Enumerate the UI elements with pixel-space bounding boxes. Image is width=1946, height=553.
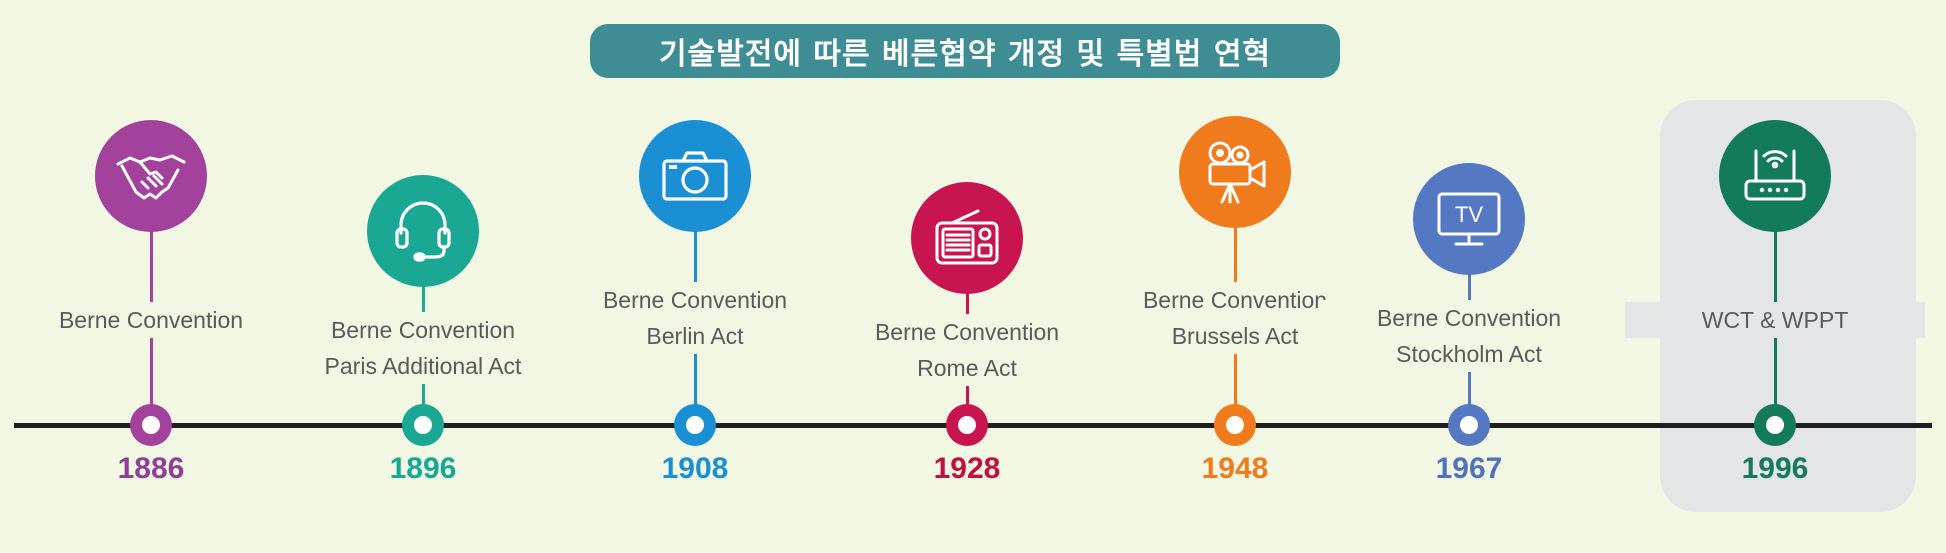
label-line-2: Berlin Act [646,323,744,349]
handshake-icon [95,120,207,232]
milestone-1908: Berne Convention Berlin Act 1908 [545,0,845,553]
camera-icon [639,120,751,232]
year-marker [1754,404,1796,446]
label-line-1: Berne Convention [874,319,1060,345]
milestone-label: Berne Convention Rome Act [817,314,1117,386]
year-label: 1896 [389,452,457,485]
milestone-label: Berne Convention Stockholm Act [1319,300,1619,372]
year-marker [130,404,172,446]
year-marker [402,404,444,446]
label-line-2: Paris Additional Act [324,353,522,379]
label-line-1: Berne Convention [58,307,244,333]
year-marker [674,404,716,446]
milestone-1896: Berne Convention Paris Additional Act 18… [273,0,573,553]
label-line-1: Berne Convention [602,287,788,313]
year-label: 1886 [117,452,185,485]
milestone-label: WCT & WPPT [1625,302,1925,338]
year-label: 1967 [1435,452,1503,485]
milestone-1967: TV Berne Convention Stockholm Act 1967 [1319,0,1619,553]
milestone-label: Berne Convention Berlin Act [545,282,845,354]
year-label: 1928 [933,452,1001,485]
milestone-1928: Berne Convention Rome Act 1928 [817,0,1117,553]
year-label: 1948 [1201,452,1269,485]
milestone-1996: WCT & WPPT 1996 [1625,0,1925,553]
milestone-1886: Berne Convention 1886 [1,0,301,553]
tv-icon: TV [1413,163,1525,275]
label-line-2: Rome Act [917,355,1017,381]
film-projector-icon [1179,116,1291,228]
label-line-1: Berne Convention [1142,287,1328,313]
label-line-1: Berne Convention [330,317,516,343]
milestone-1948: Berne Convention Brussels Act 1948 [1085,0,1385,553]
year-marker [1448,404,1490,446]
year-label: 1908 [661,452,729,485]
radio-icon [911,182,1023,294]
year-label: 1996 [1741,452,1809,485]
headset-icon [367,175,479,287]
label-line-1: WCT & WPPT [1701,307,1849,333]
wifi-router-icon [1719,120,1831,232]
label-line-1: Berne Convention [1376,305,1562,331]
milestone-label: Berne Convention Paris Additional Act [273,312,573,384]
svg-text:TV: TV [1455,202,1483,227]
milestone-label: Berne Convention [1,302,301,338]
label-line-2: Stockholm Act [1396,341,1542,367]
year-marker [1214,404,1256,446]
page-title: 기술발전에 따른 베른협약 개정 및 특별법 연혁 [590,24,1340,78]
year-marker [946,404,988,446]
label-line-2: Brussels Act [1171,323,1299,349]
